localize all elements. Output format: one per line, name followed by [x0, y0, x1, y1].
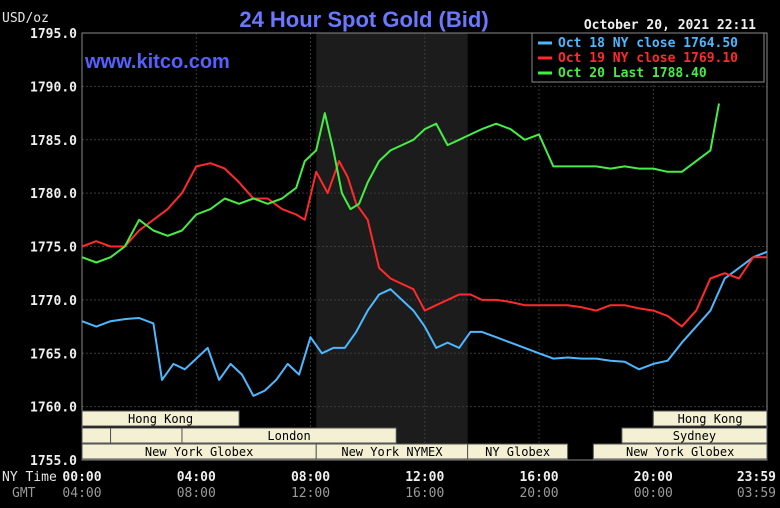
y-axis-label: USD/oz: [2, 11, 49, 26]
x-tick-label-gmt: 04:00: [62, 486, 101, 501]
y-tick-label: 1785.0: [30, 134, 77, 149]
series-layer: [81, 103, 768, 397]
x-tick-label-gmt: 12:00: [291, 486, 330, 501]
session-label: NY Globex: [485, 445, 550, 459]
y-tick-label: 1795.0: [30, 27, 77, 42]
y-tick-label: 1780.0: [30, 187, 77, 202]
session-label: New York NYMEX: [341, 445, 443, 459]
y-tick-label: 1760.0: [30, 401, 77, 416]
x-tick-label-ny: 08:00: [291, 470, 330, 485]
y-tick-label: 1770.0: [30, 294, 77, 309]
x-tick-label-ny: 00:00: [62, 470, 101, 485]
x-tick-label-gmt: 08:00: [177, 486, 216, 501]
session-bar: [81, 410, 240, 427]
x-tick-label-ny: 23:59: [737, 470, 776, 485]
x-tick-label-gmt: 16:00: [405, 486, 444, 501]
ny-time-label: NY Time: [2, 470, 57, 485]
chart-title: 24 Hour Spot Gold (Bid): [239, 7, 488, 32]
chart-datetime: October 20, 2021 22:11: [584, 18, 756, 33]
session-bar: [467, 443, 569, 460]
x-tick-label-ny: 12:00: [405, 470, 444, 485]
x-tick-label-ny: 04:00: [177, 470, 216, 485]
legend-entry: Oct 19 NY close 1769.10: [558, 51, 738, 66]
x-tick-labels: 00:0004:0004:0008:0008:0012:0012:0016:00…: [62, 470, 776, 501]
y-tick-label: 1775.0: [30, 241, 77, 256]
session-bar: [110, 427, 183, 444]
session-label: New York Globex: [145, 445, 253, 459]
y-tick-label: 1765.0: [30, 347, 77, 362]
x-tick-label-gmt: 20:00: [519, 486, 558, 501]
brand-watermark: www.kitco.com: [84, 51, 230, 73]
legend-box: [531, 32, 765, 83]
market-sessions: Hong Kong London New York Globex Hong Kong S…: [81, 410, 768, 460]
y-tick-label: 1790.0: [30, 80, 77, 95]
session-bar: [81, 427, 112, 444]
x-tick-label-gmt: 00:00: [634, 486, 673, 501]
legend-entry: Oct 18 NY close 1764.50: [558, 36, 738, 51]
session-bar: [621, 427, 768, 444]
legend-entry: Oct 20 Last 1788.40: [558, 66, 707, 81]
y-tick-labels: 1755.0 1760.0 1765.0 1770.0 1775.0 1780.0 1785…: [30, 27, 77, 469]
session-bar: [181, 427, 397, 444]
y-tick-label: 1755.0: [30, 454, 77, 469]
gmt-label: GMT: [12, 486, 36, 501]
session-label: Hong Kong: [678, 412, 743, 426]
grid-lines: [82, 32, 767, 461]
series-line-3: [81, 103, 720, 264]
session-bar: [652, 410, 768, 427]
session-label: Hong Kong: [128, 412, 193, 426]
series-line-1: [81, 250, 768, 397]
x-tick-label-ny: 16:00: [519, 470, 558, 485]
x-tick-label-ny: 20:00: [634, 470, 673, 485]
session-label: Sydney: [673, 429, 716, 443]
series-line-2: [81, 160, 767, 328]
x-tick-label-gmt: 03:59: [737, 486, 776, 501]
session-label: New York Globex: [626, 445, 734, 459]
session-bar: [592, 443, 768, 460]
session-label: London: [267, 429, 310, 443]
